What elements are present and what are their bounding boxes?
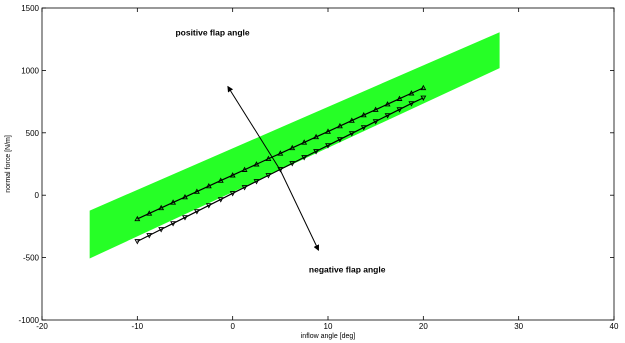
mean-line-marker — [396, 95, 403, 101]
y-axis-label: normal force [N/m] — [5, 135, 12, 193]
mean-line-marker — [193, 188, 200, 194]
mean-line-marker — [277, 167, 284, 173]
mean-line-marker — [325, 143, 331, 149]
mean-line-marker — [265, 155, 272, 161]
mean-line-1 — [137, 87, 424, 220]
x-tick-label: 0 — [230, 322, 235, 331]
mean-line-marker — [241, 185, 248, 191]
mean-line-marker — [158, 227, 165, 233]
mean-line-marker — [313, 133, 320, 140]
y-tick-label: 0 — [35, 191, 40, 200]
mean-line-marker — [217, 177, 224, 183]
mean-line-marker — [408, 90, 415, 96]
positive-flap-scatter — [89, 32, 500, 259]
x-axis-label: inflow angle [deg] — [301, 333, 356, 340]
mean-line-marker — [182, 215, 188, 221]
mean-line-marker — [336, 122, 343, 129]
annotation-label-2: negative flap angle — [309, 265, 386, 275]
mean-line-marker — [289, 144, 296, 151]
plot-background — [42, 8, 614, 320]
y-tick-label: 1000 — [21, 66, 39, 75]
mean-line-marker — [289, 161, 296, 167]
mean-line-marker — [336, 137, 343, 143]
y-tick-label: -1000 — [19, 316, 40, 325]
mean-line-marker — [408, 101, 415, 107]
mean-line-marker — [205, 203, 212, 209]
x-tick-label: 20 — [419, 322, 428, 331]
mean-line-marker — [384, 113, 391, 119]
mean-line-marker — [348, 131, 355, 137]
mean-line-marker — [217, 197, 224, 203]
mean-line-marker — [372, 106, 379, 112]
mean-line-marker — [265, 173, 272, 179]
mean-line-marker — [170, 199, 177, 205]
mean-line-marker — [277, 150, 284, 156]
x-tick-label: 40 — [610, 322, 619, 331]
mean-line-marker — [134, 239, 141, 245]
x-tick-label: -10 — [132, 322, 144, 331]
mean-line-marker — [182, 193, 188, 200]
annotation-label-1: positive flap angle — [175, 27, 249, 37]
x-tick-label: 10 — [324, 322, 333, 331]
mean-line-marker — [325, 128, 331, 134]
mean-line-marker — [229, 191, 236, 197]
mean-line-marker — [384, 101, 391, 107]
y-axis: -1000 -500 0 500 1000 1500 — [19, 4, 614, 325]
mean-line-marker — [134, 215, 141, 222]
mean-line-marker — [420, 84, 427, 91]
x-tick-label: -20 — [36, 322, 48, 331]
x-axis: -20 -10 0 10 20 30 40 — [36, 8, 619, 331]
mean-line-marker — [420, 95, 427, 101]
mean-line-marker — [396, 107, 403, 113]
mean-line-marker — [146, 233, 153, 239]
mean-line-marker — [360, 111, 367, 118]
mean-line-marker — [313, 149, 320, 155]
mean-line-marker — [372, 119, 379, 125]
mean-line-marker — [205, 182, 212, 189]
annotation-arrow-2 — [279, 170, 320, 252]
mean-line-marker — [229, 172, 236, 178]
y-tick-label: -500 — [23, 254, 40, 263]
mean-line-marker — [253, 161, 260, 167]
mean-line-marker — [253, 179, 260, 185]
mean-line-marker — [170, 221, 177, 227]
x-tick-label: 30 — [514, 322, 523, 331]
y-tick-label: 500 — [26, 129, 40, 138]
mean-line-marker — [193, 209, 200, 215]
mean-line-marker — [301, 139, 308, 145]
annotations: positive flap angle negative flap angle — [175, 27, 385, 274]
mean-line-marker — [241, 166, 248, 172]
mean-line-marker — [158, 204, 165, 211]
mean-line-marker — [348, 117, 355, 123]
mean-line-marker — [146, 210, 153, 216]
mean-line-marker — [360, 125, 367, 131]
green-core-fill — [89, 32, 500, 259]
y-tick-label: 1500 — [21, 4, 39, 13]
mean-line-marker — [301, 155, 308, 161]
annotation-arrow-1 — [227, 85, 281, 171]
